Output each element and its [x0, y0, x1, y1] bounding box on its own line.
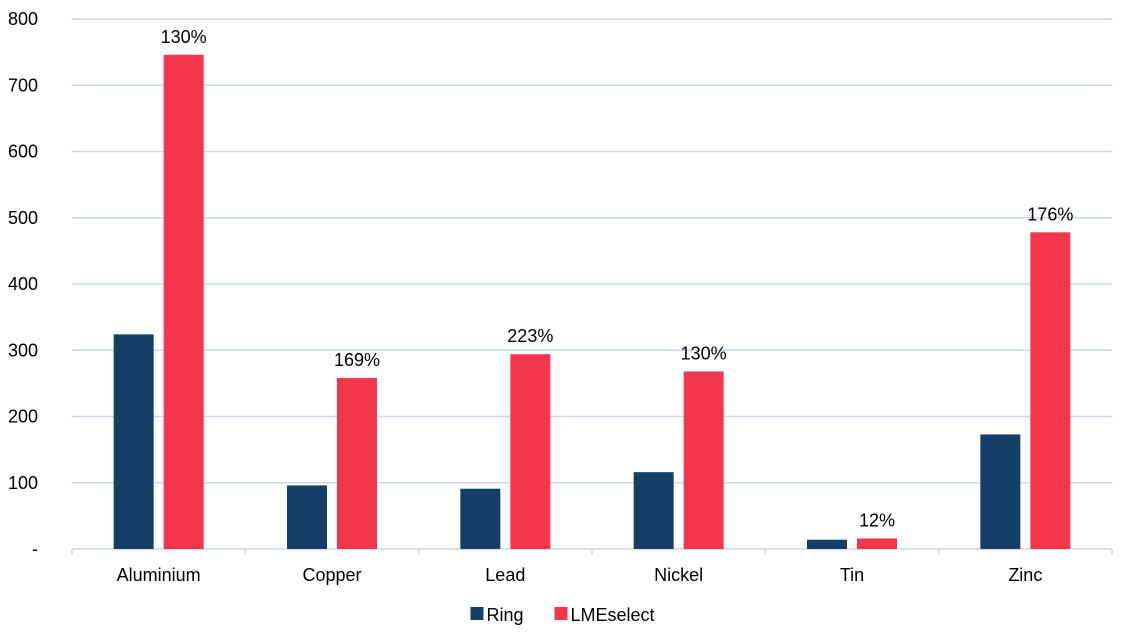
x-tick-label: Tin — [840, 565, 864, 585]
data-label: 169% — [334, 350, 380, 370]
bar-lmeselect-copper — [337, 378, 377, 549]
legend-item-ring: Ring — [470, 605, 523, 625]
data-label: 12% — [859, 510, 895, 530]
x-axis-category-labels: Aluminium Copper Lead Nickel Tin Zinc — [117, 565, 1043, 585]
x-tick-label: Copper — [302, 565, 361, 585]
x-tick-label: Zinc — [1008, 565, 1042, 585]
bar-ring-nickel — [633, 472, 674, 549]
legend-swatch — [470, 607, 484, 620]
legend-label: Ring — [486, 605, 523, 625]
bar-ring-zinc — [980, 434, 1021, 549]
bar-lmeselect-lead — [510, 354, 551, 549]
y-tick-label: 500 — [8, 208, 38, 228]
bar-lmeselect-zinc — [1030, 232, 1071, 549]
bar-lmeselect-tin — [857, 538, 897, 549]
y-tick-label: 600 — [8, 142, 38, 162]
bar-ring-tin — [807, 539, 847, 549]
y-tick-label: 700 — [8, 75, 38, 95]
bar-ring-aluminium — [113, 334, 154, 549]
data-labels: 130% 169% 223% 130% 12% 176% — [161, 27, 1074, 531]
legend-swatch — [554, 607, 568, 620]
bar-lmeselect-aluminium — [163, 54, 204, 550]
bars — [113, 54, 1071, 550]
bar-ring-copper — [287, 485, 327, 549]
y-axis-tick-labels: - 100 200 300 400 500 600 700 800 — [8, 9, 38, 559]
x-tick-label: Nickel — [654, 565, 703, 585]
data-label: 223% — [507, 326, 553, 346]
y-tick-label: 400 — [8, 274, 38, 294]
gridlines — [71, 18, 1113, 555]
data-label: 130% — [161, 27, 207, 47]
x-tick-label: Aluminium — [117, 565, 201, 585]
legend-label: LMEselect — [570, 605, 654, 625]
y-tick-label: 300 — [8, 340, 38, 360]
bar-lmeselect-nickel — [683, 371, 724, 549]
y-tick-label: - — [32, 539, 38, 559]
data-label: 130% — [681, 343, 727, 363]
legend-item-lmeselect: LMEselect — [554, 605, 655, 625]
y-tick-label: 800 — [8, 9, 38, 29]
y-tick-label: 200 — [8, 407, 38, 427]
y-tick-label: 100 — [8, 473, 38, 493]
data-label: 176% — [1027, 204, 1073, 224]
x-tick-label: Lead — [485, 565, 525, 585]
bar-ring-lead — [460, 488, 501, 549]
legend: Ring LMEselect — [470, 605, 655, 625]
